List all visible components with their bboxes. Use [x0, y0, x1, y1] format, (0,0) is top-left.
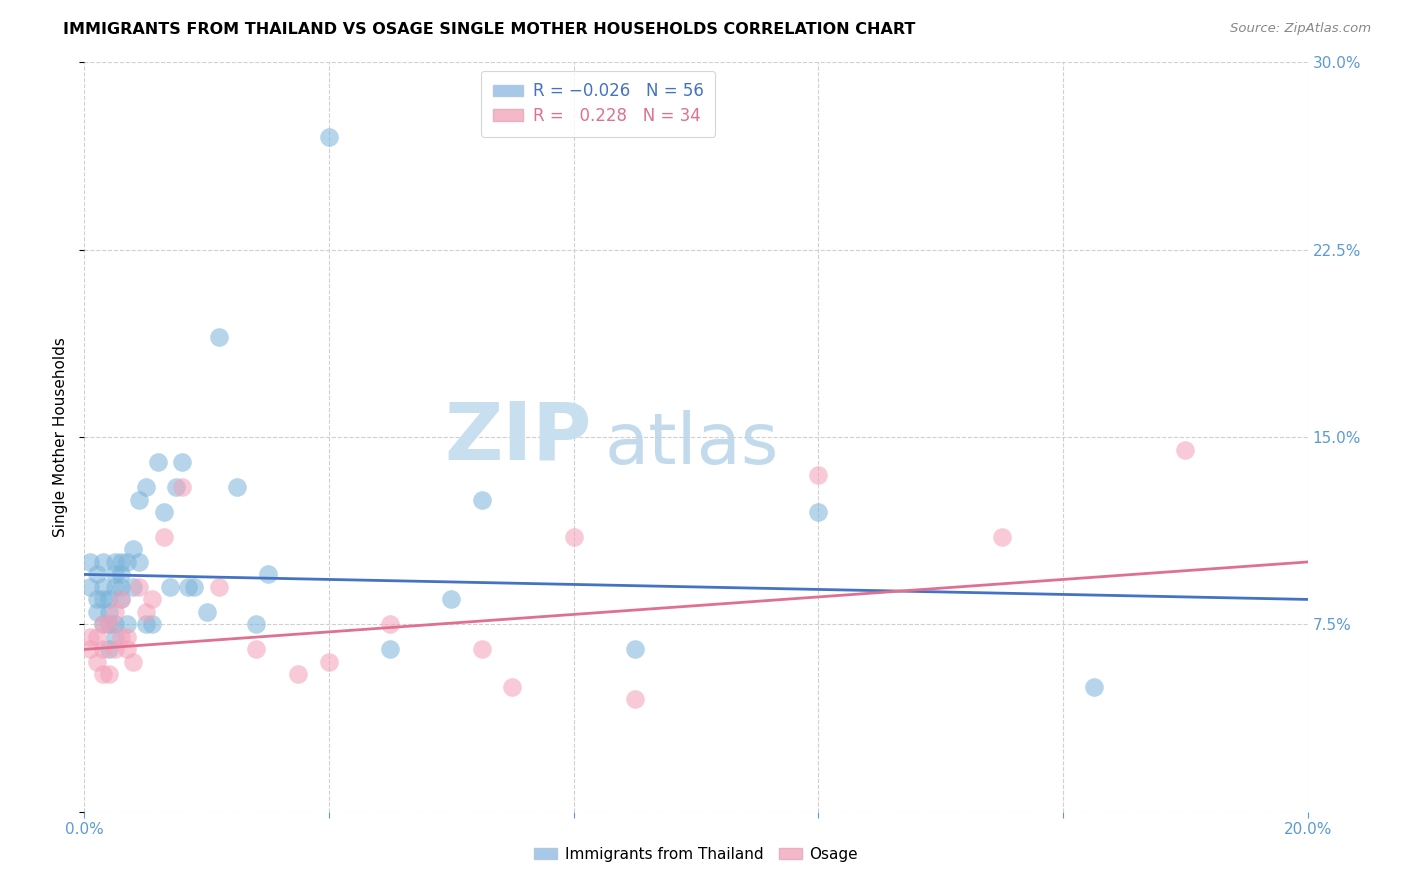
Point [153, 505, 176, 519]
Point [91, 592, 114, 607]
Point [86, 592, 108, 607]
Point [807, 505, 830, 519]
Point [135, 617, 157, 632]
Point [195, 605, 218, 619]
Point [110, 580, 132, 594]
Point [122, 542, 145, 557]
Point [172, 455, 194, 469]
Point [104, 555, 127, 569]
Point [624, 642, 647, 657]
Point [226, 480, 249, 494]
Point [159, 580, 181, 594]
Point [91, 642, 114, 657]
Point [1174, 442, 1197, 457]
Point [991, 530, 1014, 544]
Point [79, 555, 101, 569]
Text: IMMIGRANTS FROM THAILAND VS OSAGE SINGLE MOTHER HOUSEHOLDS CORRELATION CHART: IMMIGRANTS FROM THAILAND VS OSAGE SINGLE… [63, 22, 915, 37]
Point [208, 580, 231, 594]
Point [208, 330, 231, 344]
Point [245, 617, 267, 632]
Point [104, 642, 127, 657]
Point [115, 630, 138, 644]
Text: Source: ZipAtlas.com: Source: ZipAtlas.com [1230, 22, 1371, 36]
Point [1083, 680, 1105, 694]
Point [91, 617, 114, 632]
Point [115, 617, 138, 632]
Legend: Immigrants from Thailand, Osage: Immigrants from Thailand, Osage [529, 840, 863, 868]
Point [104, 617, 127, 632]
Point [122, 580, 145, 594]
Point [287, 667, 309, 681]
Point [183, 580, 205, 594]
Text: atlas: atlas [605, 410, 779, 479]
Point [122, 655, 145, 669]
Point [141, 592, 163, 607]
Point [135, 480, 157, 494]
Point [135, 605, 157, 619]
Point [153, 530, 176, 544]
Point [104, 605, 127, 619]
Y-axis label: Single Mother Households: Single Mother Households [53, 337, 69, 537]
Point [97, 592, 120, 607]
Point [380, 617, 402, 632]
Point [177, 580, 200, 594]
Point [86, 605, 108, 619]
Point [86, 655, 108, 669]
Point [97, 605, 120, 619]
Point [91, 667, 114, 681]
Point [110, 592, 132, 607]
Point [245, 642, 267, 657]
Text: ZIP: ZIP [444, 398, 592, 476]
Point [502, 680, 524, 694]
Point [91, 555, 114, 569]
Point [86, 630, 108, 644]
Point [471, 642, 494, 657]
Point [128, 492, 150, 507]
Point [97, 617, 120, 632]
Point [110, 630, 132, 644]
Point [257, 567, 280, 582]
Point [318, 130, 340, 145]
Point [141, 617, 163, 632]
Point [471, 492, 494, 507]
Point [128, 555, 150, 569]
Point [115, 555, 138, 569]
Point [110, 567, 132, 582]
Point [86, 567, 108, 582]
Point [97, 667, 120, 681]
Point [128, 580, 150, 594]
Point [562, 530, 585, 544]
Point [380, 642, 402, 657]
Point [104, 630, 127, 644]
Point [97, 642, 120, 657]
Point [104, 580, 127, 594]
Point [79, 630, 101, 644]
Point [110, 555, 132, 569]
Point [91, 617, 114, 632]
Point [115, 642, 138, 657]
Point [91, 580, 114, 594]
Point [79, 642, 101, 657]
Point [165, 480, 187, 494]
Point [110, 592, 132, 607]
Point [807, 467, 830, 482]
Point [624, 692, 647, 706]
Point [318, 655, 340, 669]
Point [104, 567, 127, 582]
Point [146, 455, 169, 469]
Point [440, 592, 463, 607]
Point [79, 580, 101, 594]
Point [97, 617, 120, 632]
Point [172, 480, 194, 494]
